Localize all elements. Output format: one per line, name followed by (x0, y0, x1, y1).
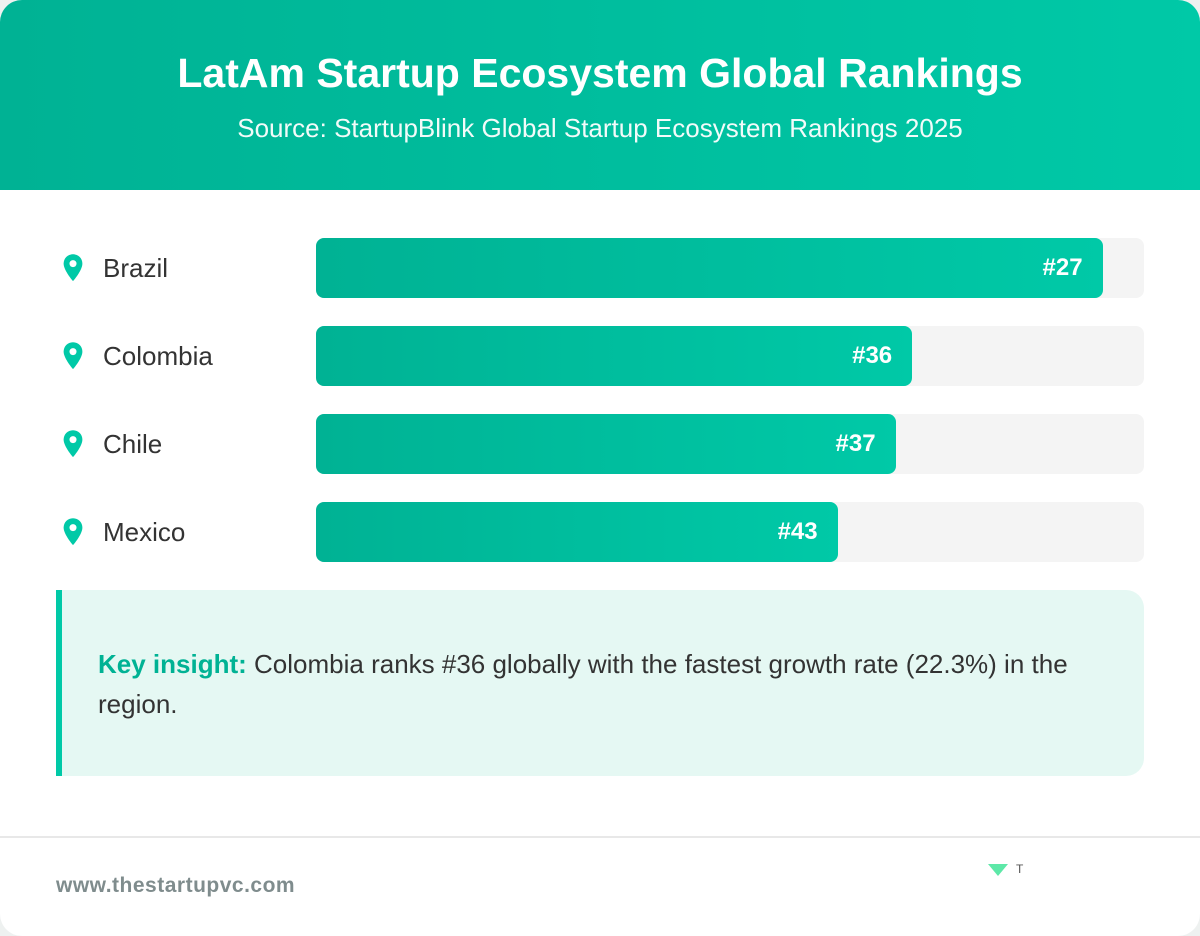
rank-value: #27 (1042, 254, 1083, 281)
footer: www.thestartupvc.com T (0, 836, 1200, 936)
rank-bar-fill: #27 (316, 238, 1103, 298)
map-pin-icon (63, 342, 83, 370)
rank-value: #37 (835, 430, 876, 457)
ranking-row: Colombia #36 (56, 326, 1144, 386)
map-pin-icon (63, 254, 83, 282)
insight-text: Colombia ranks #36 globally with the fas… (98, 649, 1068, 719)
logo-text: T (1016, 862, 1024, 876)
logo: T (988, 862, 1024, 876)
insight-label: Key insight: (98, 649, 247, 679)
header: LatAm Startup Ecosystem Global Rankings … (0, 0, 1200, 190)
map-pin-icon (63, 430, 83, 458)
country-name: Colombia (103, 340, 213, 371)
ranking-row: Mexico #43 (56, 502, 1144, 562)
rank-bar-track: #27 (316, 238, 1144, 298)
country-label: Mexico (56, 517, 316, 548)
website-link[interactable]: www.thestartupvc.com (56, 874, 296, 897)
country-label: Brazil (56, 253, 316, 284)
rank-bar-track: #43 (316, 502, 1144, 562)
country-label: Chile (56, 429, 316, 460)
country-name: Brazil (103, 252, 169, 283)
insight-box: Key insight: Colombia ranks #36 globally… (56, 590, 1144, 776)
rank-bar-track: #36 (316, 326, 1144, 386)
ranking-row: Brazil #27 (56, 238, 1144, 298)
rank-value: #43 (777, 518, 818, 545)
ranking-row: Chile #37 (56, 414, 1144, 474)
rankings-list: Brazil #27 Colombia #36 Chile #37 Mexico #43 (0, 190, 1200, 562)
page-subtitle: Source: StartupBlink Global Startup Ecos… (237, 113, 963, 143)
rank-bar-fill: #36 (316, 326, 913, 386)
rank-bar-track: #37 (316, 414, 1144, 474)
map-pin-icon (63, 518, 83, 546)
country-name: Chile (103, 428, 163, 459)
logo-triangle-icon (988, 864, 1008, 876)
country-name: Mexico (103, 516, 186, 547)
country-label: Colombia (56, 341, 316, 372)
rank-bar-fill: #37 (316, 414, 896, 474)
rank-value: #36 (852, 342, 893, 369)
rank-bar-fill: #43 (316, 502, 838, 562)
page-title: LatAm Startup Ecosystem Global Rankings (177, 50, 1023, 96)
